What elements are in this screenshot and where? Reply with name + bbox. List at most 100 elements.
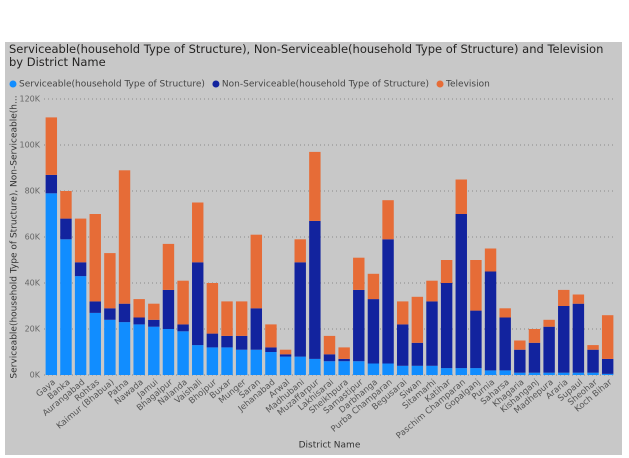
- legend-label: Non-Serviceable(household Type of Struct…: [222, 80, 429, 90]
- bar-segment: [455, 214, 467, 369]
- bar-segment: [221, 301, 233, 336]
- bar-segment: [440, 368, 453, 375]
- bar-segment: [45, 174, 58, 194]
- bar-segment: [294, 239, 306, 263]
- bar-segment: [265, 352, 277, 375]
- bar-segment: [206, 283, 219, 334]
- bar-segment: [367, 363, 380, 375]
- bar-segment: [484, 370, 497, 375]
- bar-segment: [426, 365, 438, 375]
- bar-segment: [528, 342, 541, 373]
- bar-segment: [411, 365, 424, 375]
- bar-segment: [177, 324, 189, 332]
- bar-segment: [323, 361, 336, 375]
- y-tick-label: 120K: [19, 95, 40, 104]
- bar-segment: [572, 294, 585, 304]
- bar-segment: [426, 280, 438, 302]
- y-tick-label: 40K: [25, 279, 41, 288]
- bar-segment: [206, 333, 219, 348]
- bar-segment: [309, 151, 321, 221]
- bar-segment: [118, 322, 131, 375]
- bar-segment: [177, 280, 189, 325]
- bar-segment: [470, 310, 482, 369]
- bar-segment: [396, 301, 409, 325]
- y-tick-label: 80K: [25, 187, 41, 196]
- bar-segment: [104, 253, 116, 309]
- bar-segment: [192, 345, 204, 375]
- bar-segment: [279, 356, 292, 375]
- bar-segment: [353, 289, 365, 362]
- bar-segment: [265, 324, 277, 348]
- bar-segment: [382, 200, 394, 240]
- bar-segment: [162, 243, 175, 290]
- bar-segment: [587, 349, 599, 373]
- bar-segment: [45, 117, 58, 175]
- bar-segment: [426, 301, 438, 366]
- bar-segment: [60, 239, 72, 375]
- bar-segment: [45, 193, 58, 375]
- bar-segment: [499, 308, 511, 318]
- bar-segment: [250, 234, 263, 309]
- bar-segment: [133, 299, 145, 318]
- bar-segment: [514, 340, 526, 350]
- y-tick-label: 20K: [25, 325, 41, 334]
- bar-segment: [440, 260, 453, 283]
- bar-segment: [587, 345, 599, 350]
- bar-segment: [543, 326, 555, 373]
- y-tick-label: 60K: [25, 233, 41, 242]
- bar-segment: [294, 356, 306, 375]
- bar-segment: [499, 317, 511, 371]
- bar-segment: [338, 358, 350, 362]
- bar-segment: [250, 308, 263, 350]
- bar-segment: [104, 308, 116, 320]
- bar-segment: [89, 312, 101, 375]
- bar-segment: [411, 296, 424, 343]
- bar-segment: [323, 335, 336, 355]
- bar-segment: [601, 315, 614, 359]
- bar-segment: [470, 368, 482, 375]
- bar-segment: [221, 347, 233, 375]
- bar-segment: [396, 365, 409, 375]
- bar-segment: [499, 370, 511, 375]
- bar-segment: [572, 372, 585, 375]
- bar-segment: [323, 354, 336, 362]
- bar-segment: [192, 202, 204, 263]
- legend-marker: [436, 80, 444, 88]
- bar-segment: [558, 306, 570, 373]
- bar-segment: [118, 303, 131, 323]
- bar-segment: [279, 354, 292, 357]
- bar-segment: [558, 289, 570, 306]
- bar-segment: [514, 349, 526, 373]
- bar-segment: [309, 220, 321, 359]
- legend-label: Serviceable(household Type of Structure): [19, 80, 205, 90]
- bar-segment: [338, 347, 350, 359]
- bar-segment: [250, 349, 263, 375]
- bar-segment: [528, 329, 541, 343]
- bar-segment: [235, 301, 248, 336]
- bar-segment: [74, 276, 87, 375]
- bar-segment: [148, 319, 160, 327]
- bar-segment: [514, 372, 526, 375]
- y-tick-label: 100K: [19, 141, 40, 150]
- bar-segment: [177, 331, 189, 375]
- bar-segment: [353, 257, 365, 290]
- bar-segment: [89, 301, 101, 313]
- bar-segment: [470, 260, 482, 311]
- bar-segment: [367, 299, 380, 364]
- bar-segment: [279, 349, 292, 355]
- bar-segment: [367, 273, 380, 300]
- bar-segment: [528, 372, 541, 375]
- bar-segment: [265, 347, 277, 352]
- bar-segment: [221, 335, 233, 348]
- bar-segment: [74, 262, 87, 277]
- bar-segment: [133, 324, 145, 375]
- bar-segment: [572, 303, 585, 373]
- bar-segment: [601, 358, 614, 374]
- bar-segment: [294, 262, 306, 357]
- bar-segment: [543, 372, 555, 375]
- bar-segment: [382, 239, 394, 364]
- bar-segment: [587, 372, 599, 375]
- bar-segment: [396, 324, 409, 366]
- bar-segment: [235, 349, 248, 375]
